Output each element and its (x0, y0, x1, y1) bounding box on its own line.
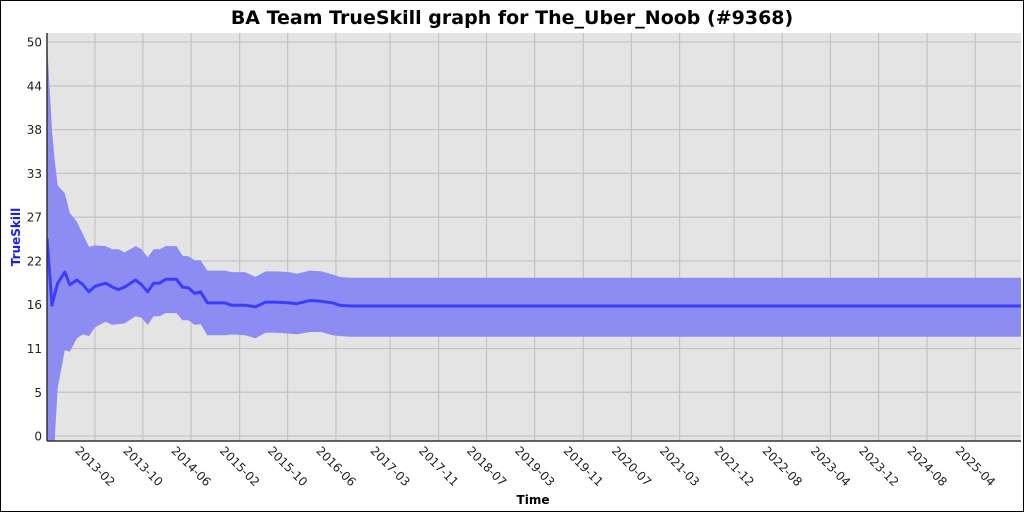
y-tick-label: 27 (27, 211, 42, 225)
x-tick-label: 2013-02 (72, 444, 117, 489)
x-tick-label: 2019-11 (561, 444, 606, 489)
x-tick-label: 2017-03 (367, 444, 412, 489)
y-tick-label: 50 (27, 36, 42, 50)
axes (46, 33, 1021, 442)
x-tick-label: 2021-12 (711, 444, 756, 489)
grid-lines (47, 33, 1021, 441)
x-tick-label: 2025-04 (953, 444, 998, 489)
x-tick-label: 2013-10 (120, 444, 165, 489)
x-tick-label: 2018-07 (464, 444, 509, 489)
y-tick-label: 16 (27, 298, 42, 312)
x-tick-label: 2015-10 (265, 444, 310, 489)
x-tick-label: 2024-08 (904, 444, 949, 489)
x-tick-label: 2017-11 (416, 444, 461, 489)
y-tick-label: 0 (34, 430, 42, 444)
y-tick-label: 38 (27, 123, 42, 137)
x-tick-label: 2023-12 (856, 444, 901, 489)
x-tick-label: 2021-03 (657, 444, 702, 489)
x-tick-label: 2019-03 (512, 444, 557, 489)
x-tick-label: 2016-06 (313, 444, 358, 489)
y-tick-labels: 0 5 11 16 22 27 33 38 44 50 (27, 36, 42, 444)
y-tick-label: 22 (27, 254, 42, 268)
y-tick-label: 44 (27, 79, 42, 93)
y-axis-label: TrueSkill (9, 208, 23, 266)
y-tick-label: 11 (27, 342, 42, 356)
chart-title: BA Team TrueSkill graph for The_Uber_Noo… (231, 7, 793, 29)
y-tick-label: 5 (34, 386, 42, 400)
trueskill-line (47, 238, 1021, 309)
x-tick-label: 2014-06 (168, 444, 213, 489)
x-tick-label: 2022-08 (760, 444, 805, 489)
y-tick-label: 33 (27, 167, 42, 181)
data-points (46, 238, 1022, 307)
plot-area (47, 33, 1021, 441)
x-tick-label: 2020-07 (609, 444, 654, 489)
x-tick-labels: 2013-02 2013-10 2014-06 2015-02 2015-10 2016-… (72, 444, 998, 489)
x-tick-label: 2015-02 (217, 444, 262, 489)
x-axis-label: Time (517, 493, 550, 507)
x-tick-label: 2023-04 (808, 444, 853, 489)
